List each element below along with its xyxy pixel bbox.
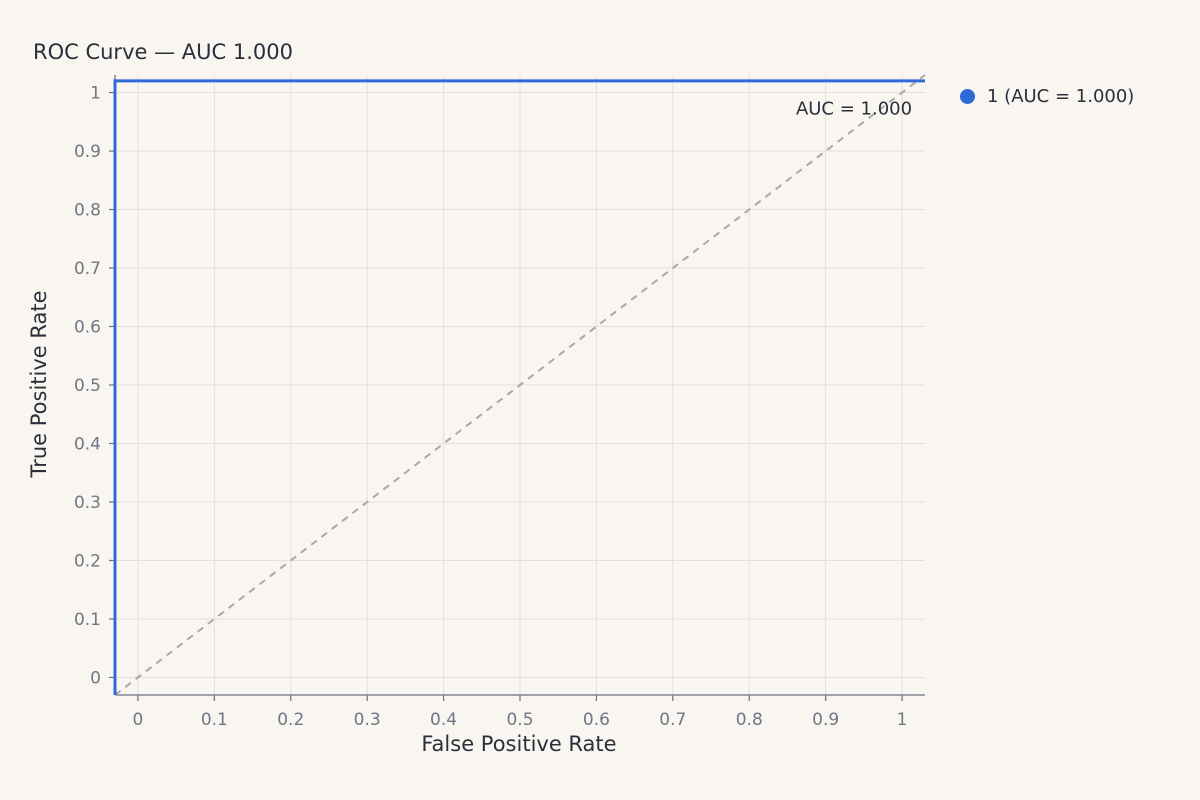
y-tick-label-6: 0.6 [74,318,101,338]
x-tick-label-3: 0.3 [354,710,381,730]
y-tick-label-7: 0.7 [74,259,101,279]
x-tick-label-2: 0.2 [277,710,304,730]
y-tick-label-10: 1 [90,84,101,104]
x-tick-label-5: 0.5 [506,710,533,730]
legend: 1 (AUC = 1.000) [960,86,1134,107]
y-tick-label-5: 0.5 [74,376,101,396]
y-tick-label-8: 0.8 [74,201,101,221]
reference-diagonal-line [114,74,926,696]
y-tick-label-3: 0.3 [74,493,101,513]
y-tick-label-1: 0.1 [74,610,101,630]
roc-series-line-0 [113,79,925,695]
x-tick-label-4: 0.4 [430,710,457,730]
x-axis-title: False Positive Rate [421,732,616,756]
tick-labels: 0 0.1 0.2 0.3 0.4 0.5 0.6 0.7 0.8 0.9 1 0 0.1 0.2 0.3 0… [74,84,908,730]
grid-lines [115,75,925,695]
x-tick-label-1: 0.1 [201,710,228,730]
chart-title: ROC Curve — AUC 1.000 [33,40,293,64]
auc-annotation-0: AUC = 1.000 [796,98,912,119]
legend-marker [960,89,975,104]
x-tick-label-10: 1 [897,710,908,730]
x-tick-label-9: 0.9 [812,710,839,730]
y-tick-label-4: 0.4 [74,434,101,454]
x-tick-label-6: 0.6 [583,710,610,730]
x-tick-label-0: 0 [133,710,144,730]
y-axis-title: True Positive Rate [27,290,51,478]
plot-area: AUC = 1.000 [113,74,926,696]
legend-label: 1 (AUC = 1.000) [987,86,1135,107]
y-tick-label-2: 0.2 [74,551,101,571]
y-tick-label-0: 0 [90,668,101,688]
x-tick-label-8: 0.8 [736,710,763,730]
y-tick-label-9: 0.9 [74,142,101,162]
x-tick-label-7: 0.7 [659,710,686,730]
